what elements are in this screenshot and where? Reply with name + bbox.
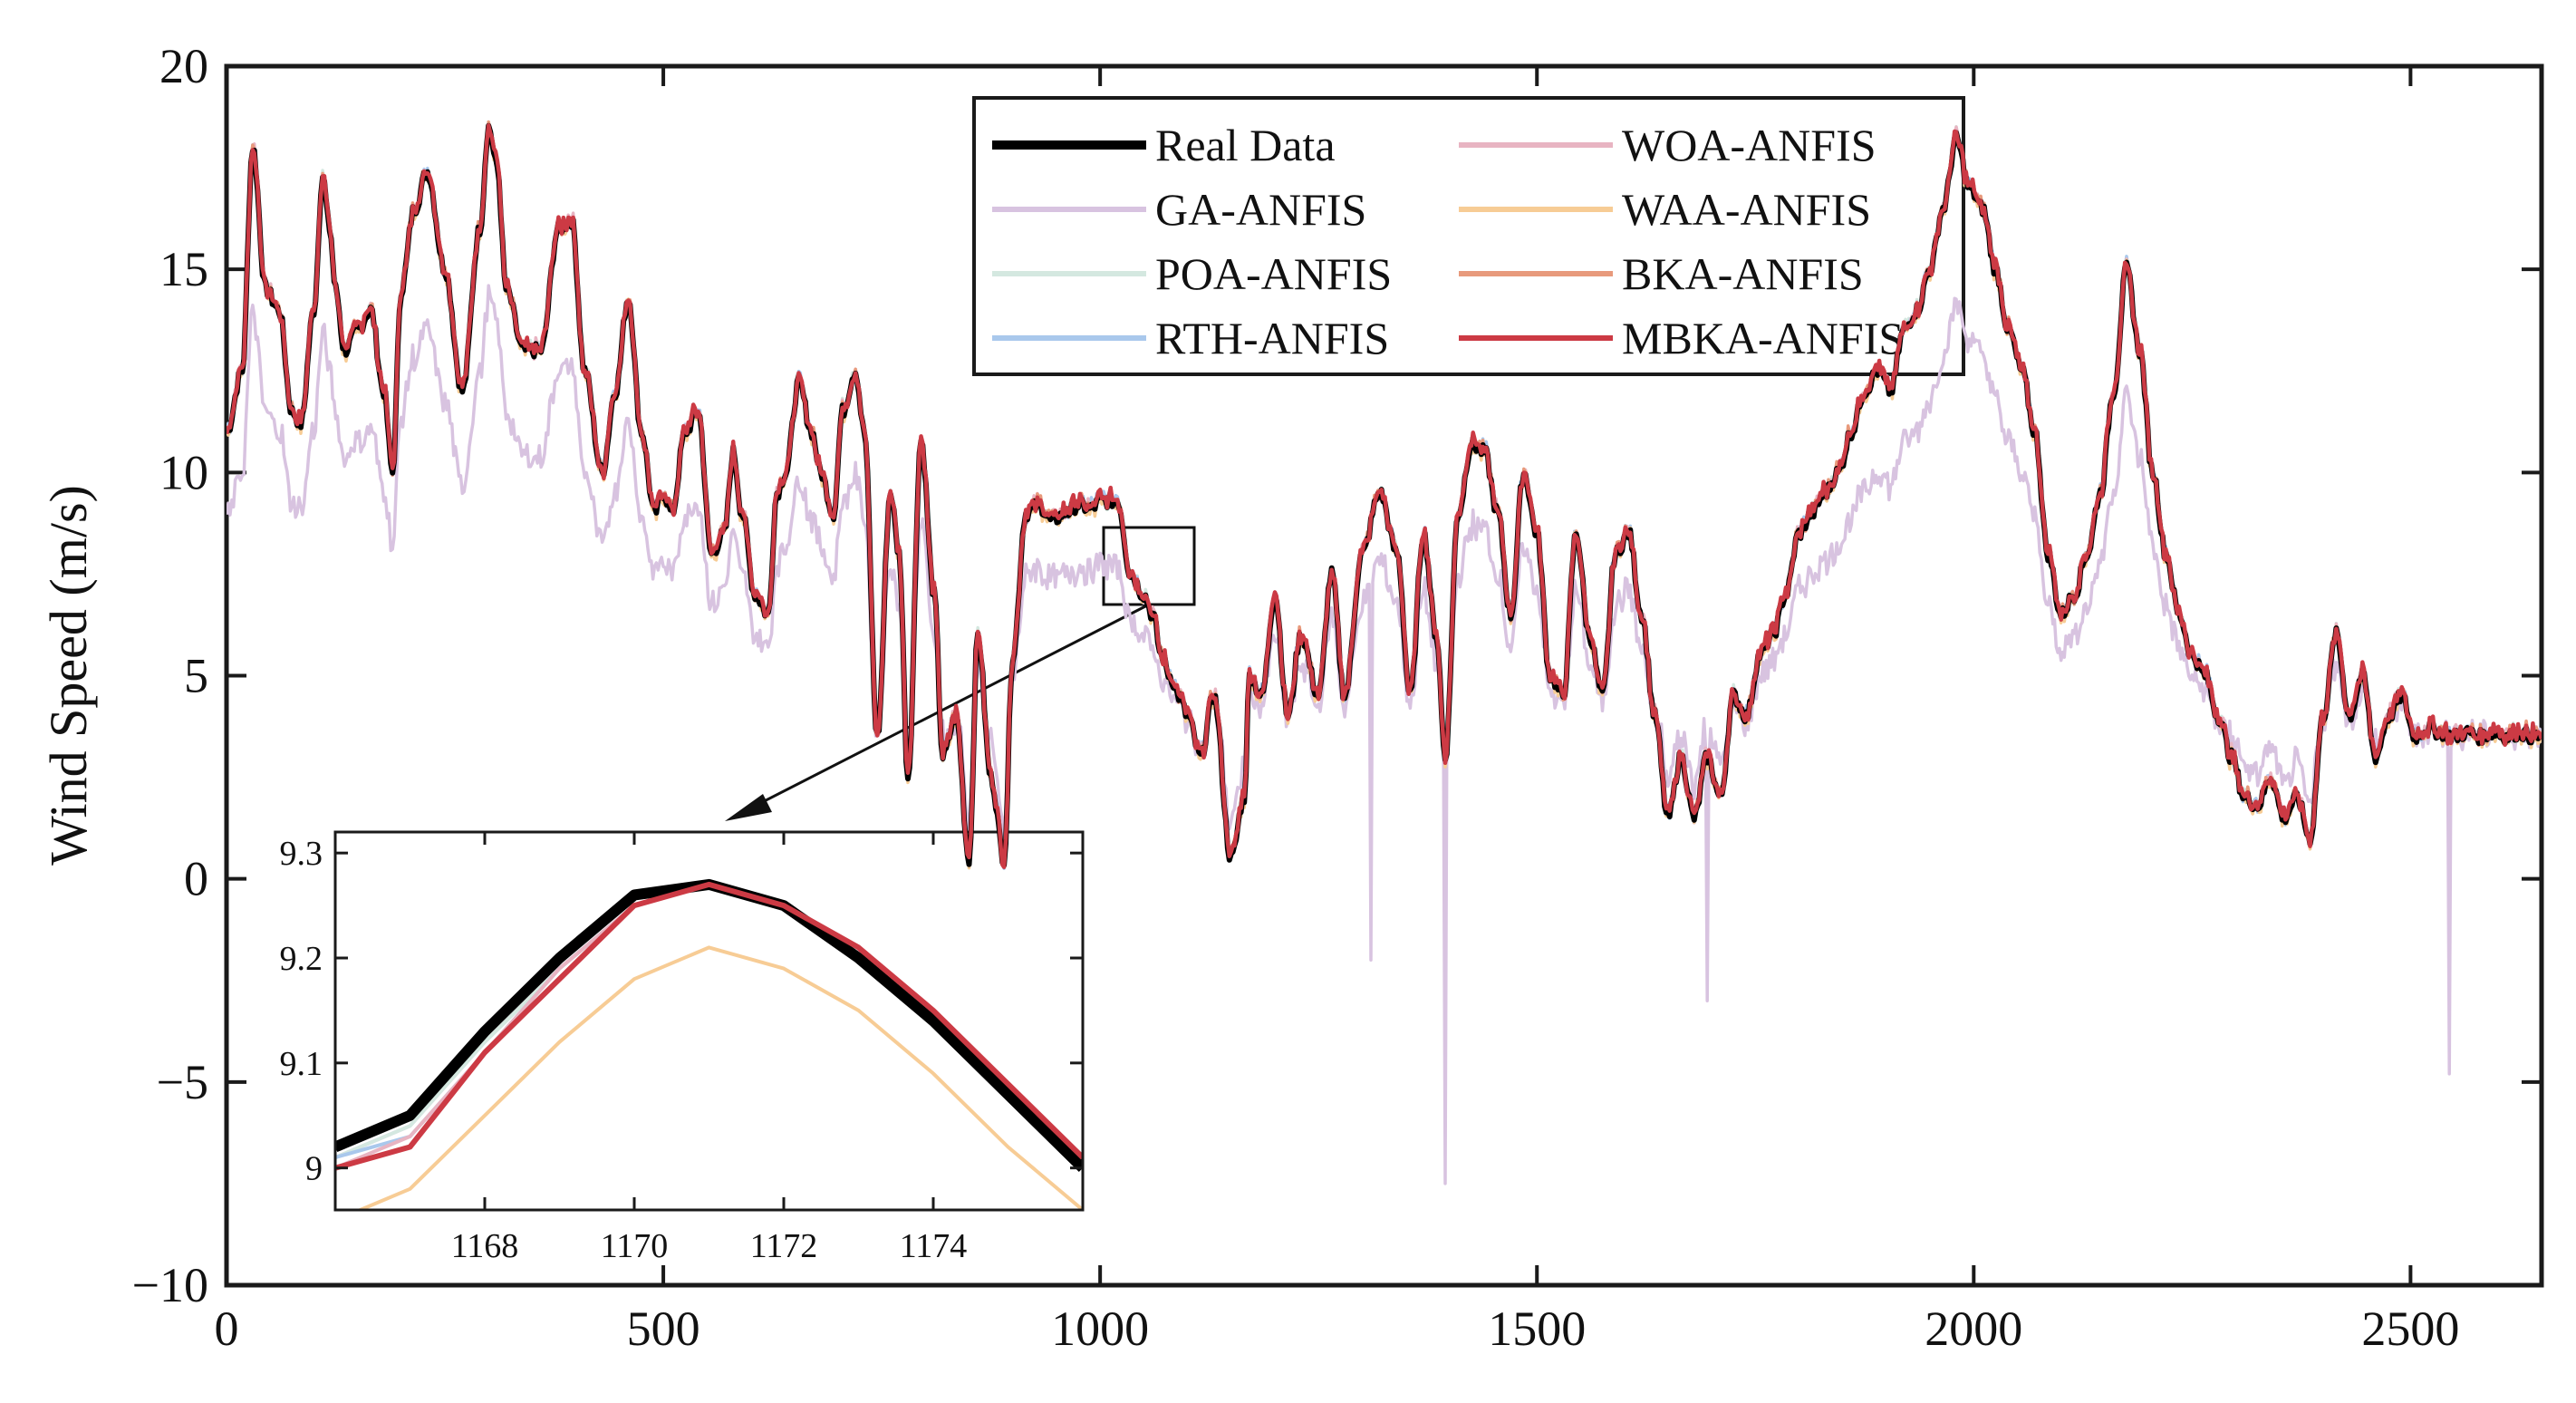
main-series-group (227, 120, 2542, 1185)
x-tick-label: 500 (627, 1301, 700, 1356)
inset-x-tick-label: 1168 (451, 1227, 519, 1265)
x-tick-label: 0 (215, 1301, 239, 1356)
x-tick-label: 2500 (2361, 1301, 2459, 1356)
legend-label-waa-anfis: WAA-ANFIS (1622, 184, 1871, 235)
series-line-mbka-anfis (227, 122, 2542, 869)
y-tick-label: 10 (159, 445, 208, 499)
inset-x-tick-label: 1172 (750, 1227, 818, 1265)
legend: Real Data GA-ANFIS POA-ANFIS RTH-ANFIS WOA-A… (972, 96, 1965, 376)
main-axis-ticks: 0 500 1000 1500 2000 2500 −10 −5 0 5 10 15 20 (132, 39, 2542, 1356)
legend-label-real data: Real Data (1155, 120, 1336, 170)
x-tick-label: 1000 (1051, 1301, 1149, 1356)
x-tick-label: 1500 (1488, 1301, 1586, 1356)
legend-label-woa-anfis: WOA-ANFIS (1622, 120, 1877, 170)
legend-label-ga-anfis: GA-ANFIS (1155, 184, 1366, 235)
y-tick-label: 15 (159, 242, 208, 296)
legend-label-bka-anfis: BKA-ANFIS (1622, 248, 1864, 299)
inset-frame (333, 830, 1085, 1212)
zoom-arrow (735, 603, 1150, 818)
inset-line-mbka-anfis (335, 881, 1083, 1171)
y-tick-label: 5 (184, 649, 208, 703)
y-tick-label: −5 (157, 1055, 208, 1109)
y-tick-label: −10 (132, 1258, 208, 1312)
x-tick-label: 2000 (1925, 1301, 2022, 1356)
y-tick-label: 0 (184, 852, 208, 906)
series-line-ga-anfis (227, 284, 2542, 1185)
zoom-arrow-head (725, 794, 772, 821)
inset-y-tick-label: 9.2 (280, 940, 323, 978)
inset-y-tick-label: 9 (305, 1150, 323, 1188)
inset-y-tick-label: 9.3 (280, 835, 323, 873)
inset-line-waa-anfis (355, 945, 1083, 1210)
inset-background (335, 832, 1083, 1210)
inset-x-tick-label: 1170 (601, 1227, 669, 1265)
legend-label-rth-anfis: RTH-ANFIS (1155, 313, 1389, 363)
y-axis-label: Wind Speed (m/s) (39, 485, 98, 866)
legend-label-mbka-anfis: MBKA-ANFIS (1622, 313, 1904, 363)
y-tick-label: 20 (159, 39, 208, 93)
inset-zoom-chart: 1168 1170 1172 1174 9 9.1 9.2 9.3 (280, 830, 1085, 1265)
inset-x-tick-label: 1174 (900, 1227, 968, 1265)
legend-label-poa-anfis: POA-ANFIS (1155, 248, 1392, 299)
inset-y-tick-label: 9.1 (280, 1045, 323, 1083)
